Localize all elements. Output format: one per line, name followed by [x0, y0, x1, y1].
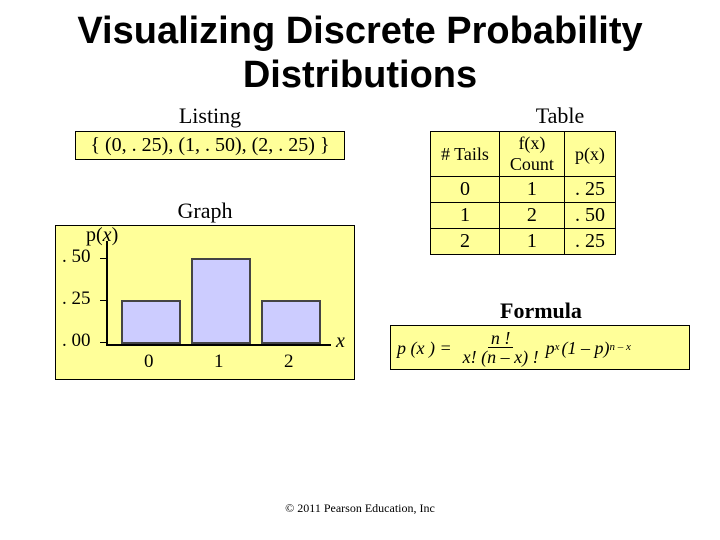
cell: 1 [499, 176, 564, 202]
ytick-25: . 25 [62, 288, 91, 310]
content-area: Listing { (0, . 25), (1, . 50), (2, . 25… [0, 103, 720, 533]
y-axis-line [106, 241, 108, 346]
table-label: Table [520, 103, 600, 129]
bar-0 [121, 300, 181, 344]
listing-box: { (0, . 25), (1, . 50), (2, . 25) } [75, 131, 345, 160]
table-row: 2 1 . 25 [431, 228, 616, 254]
cell: . 25 [564, 176, 615, 202]
formula-lhs: p (x ) = [397, 339, 452, 357]
formula-mid: (1 – p) [561, 339, 609, 357]
ytick-mark [100, 258, 108, 259]
cell: . 50 [564, 202, 615, 228]
table-row: 1 2 . 50 [431, 202, 616, 228]
cell: . 25 [564, 228, 615, 254]
th-fx: f(x) [518, 133, 545, 153]
graph-label: Graph [165, 198, 245, 224]
formula-den: x! (n – x) ! [460, 348, 542, 366]
listing-label: Listing [160, 103, 260, 129]
table-row: 0 1 . 25 [431, 176, 616, 202]
bar-2 [261, 300, 321, 344]
th-tails: # Tails [431, 132, 500, 176]
formula-exp2: n – x [609, 342, 630, 353]
y-axis-label: p(x) [86, 224, 118, 247]
th-count: f(x) Count [499, 132, 564, 176]
th-count-txt: Count [510, 154, 554, 174]
cell: 1 [499, 228, 564, 254]
xtick-2: 2 [284, 351, 294, 373]
formula-fraction: n ! x! (n – x) ! [460, 329, 542, 366]
cell: 2 [431, 228, 500, 254]
ytick-50: . 50 [62, 246, 91, 268]
th-px: p(x) [564, 132, 615, 176]
page-title: Visualizing Discrete Probability Distrib… [0, 0, 720, 103]
cell: 0 [431, 176, 500, 202]
prob-table: # Tails f(x) Count p(x) 0 1 . 25 1 2 . 5… [430, 131, 616, 254]
footer-copyright: © 2011 Pearson Education, Inc [0, 501, 720, 516]
xtick-1: 1 [214, 351, 224, 373]
graph-box: p(x) . 50 . 25 . 00 0 1 2 x [55, 225, 355, 380]
x-axis-line [106, 344, 331, 346]
formula-num: n ! [488, 329, 514, 348]
ytick-mark [100, 342, 108, 343]
formula-p: p [546, 339, 555, 357]
bar-1 [191, 258, 251, 344]
ytick-mark [100, 300, 108, 301]
ytick-00: . 00 [62, 330, 91, 352]
cell: 1 [431, 202, 500, 228]
x-axis-label: x [336, 330, 345, 353]
formula-label: Formula [500, 298, 582, 324]
cell: 2 [499, 202, 564, 228]
xtick-0: 0 [144, 351, 154, 373]
formula-exp1: x [555, 342, 560, 353]
formula-box: p (x ) = n ! x! (n – x) ! px (1 – p)n – … [390, 325, 690, 370]
